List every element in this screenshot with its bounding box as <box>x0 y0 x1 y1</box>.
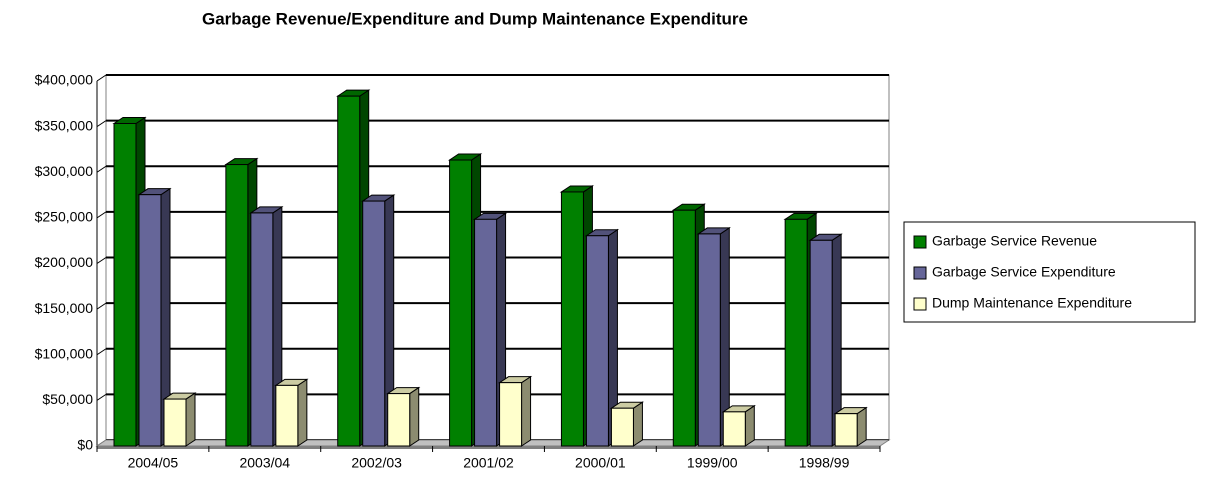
bar <box>560 191 584 447</box>
bar <box>163 398 187 447</box>
legend-swatch <box>913 297 927 311</box>
legend <box>903 221 1196 323</box>
bar <box>809 239 833 447</box>
x-tick-label: 2003/04 <box>239 455 290 471</box>
bar <box>672 209 696 447</box>
bar <box>474 218 498 447</box>
bar-side <box>409 386 420 447</box>
bar <box>697 233 721 447</box>
bar <box>138 194 162 447</box>
y-tick-label: $300,000 <box>35 163 94 179</box>
bar <box>362 200 386 447</box>
grid-line <box>96 120 107 128</box>
grid-line <box>96 348 107 356</box>
bar <box>250 212 274 447</box>
grid-line <box>96 302 107 310</box>
bar <box>610 407 634 447</box>
bar <box>113 123 137 447</box>
legend-swatch <box>913 235 927 249</box>
bar-side <box>856 406 867 447</box>
bar <box>449 159 473 447</box>
y-tick-label: $400,000 <box>35 72 94 88</box>
y-tick-label: $350,000 <box>35 117 94 133</box>
y-tick-label: $100,000 <box>35 345 94 361</box>
grid-line <box>96 165 107 173</box>
x-tick-label: 2004/05 <box>128 455 179 471</box>
x-tick-label: 1999/00 <box>687 455 738 471</box>
bar-side <box>521 375 532 447</box>
y-tick-label: $50,000 <box>42 391 93 407</box>
bar <box>225 164 249 447</box>
bar <box>784 218 808 447</box>
legend-swatch <box>913 266 927 280</box>
y-tick-label: $0 <box>77 437 93 453</box>
grid-line <box>96 257 107 264</box>
legend-label: Dump Maintenance Expenditure <box>932 295 1132 311</box>
bar-side <box>185 392 196 447</box>
x-tick-label: 2000/01 <box>575 455 626 471</box>
grid-line <box>96 211 107 219</box>
y-tick-label: $150,000 <box>35 300 94 316</box>
legend-label: Garbage Service Revenue <box>932 233 1097 249</box>
x-tick-label: 2001/02 <box>463 455 514 471</box>
grid-line <box>96 393 107 401</box>
bar <box>722 411 746 447</box>
bar <box>834 413 858 447</box>
bar-side <box>632 401 643 447</box>
bar <box>585 235 609 447</box>
grid-line <box>96 74 107 82</box>
bar <box>337 95 361 447</box>
x-tick-label: 1998/99 <box>799 455 850 471</box>
bar <box>275 384 299 447</box>
legend-label: Garbage Service Expenditure <box>932 264 1116 280</box>
y-tick-label: $200,000 <box>35 254 94 270</box>
x-tick-label: 2002/03 <box>351 455 402 471</box>
bar-side <box>297 378 308 447</box>
chart-title: Garbage Revenue/Expenditure and Dump Mai… <box>202 9 748 28</box>
bar <box>499 382 523 447</box>
y-tick-label: $250,000 <box>35 209 94 225</box>
floor-edge <box>97 446 880 449</box>
bar-side <box>744 404 755 447</box>
bar <box>387 393 411 447</box>
